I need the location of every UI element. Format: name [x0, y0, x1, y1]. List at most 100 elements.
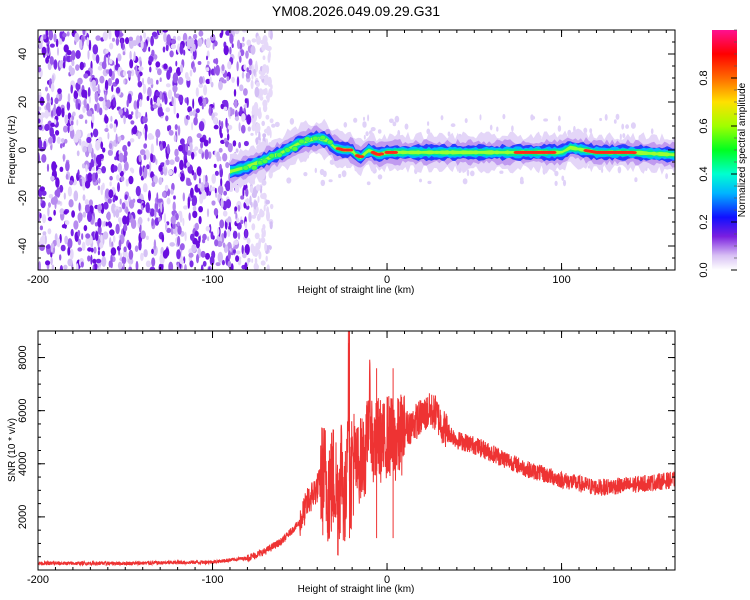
noise-blob: [128, 38, 134, 49]
noise-blob: [211, 173, 216, 184]
noise-blob: [254, 232, 260, 240]
noise-blob: [557, 125, 562, 132]
noise-blob: [187, 198, 190, 209]
noise-blob: [97, 225, 102, 235]
noise-blob: [249, 195, 252, 206]
noise-blob: [125, 206, 129, 214]
x-tick-label: -200: [27, 274, 49, 286]
noise-blob: [101, 250, 106, 257]
noise-blob: [558, 115, 561, 122]
signal-blob: [319, 135, 327, 141]
noise-blob: [64, 220, 70, 226]
noise-blob: [151, 257, 156, 267]
noise-blob: [195, 108, 200, 114]
noise-blob: [103, 201, 109, 210]
noise-blob: [214, 150, 217, 157]
noise-blob: [131, 168, 135, 174]
noise-blob: [102, 147, 106, 153]
noise-blob: [60, 143, 63, 149]
noise-blob: [43, 140, 47, 150]
noise-blob: [67, 186, 72, 197]
noise-blob: [227, 143, 233, 153]
noise-blob: [147, 76, 151, 85]
noise-blob: [92, 44, 99, 55]
noise-blob: [77, 247, 83, 252]
noise-blob: [231, 43, 234, 48]
noise-blob: [163, 213, 167, 223]
noise-blob: [241, 244, 244, 255]
noise-blob: [262, 99, 268, 108]
noise-blob: [67, 124, 70, 134]
noise-blob: [97, 204, 103, 211]
noise-blob: [186, 96, 189, 106]
noise-blob: [222, 79, 227, 84]
noise-blob: [129, 59, 134, 69]
noise-blob: [107, 198, 112, 204]
noise-blob: [114, 30, 120, 38]
noise-blob: [117, 182, 120, 193]
noise-blob: [104, 128, 109, 132]
signal-blob: [291, 146, 299, 152]
y-tick-label: 40: [17, 48, 29, 60]
noise-blob: [221, 30, 224, 36]
noise-blob: [237, 232, 241, 240]
noise-blob: [253, 246, 259, 258]
figure-title: YM08.2026.049.09.29.G31: [272, 3, 440, 19]
noise-blob: [238, 122, 241, 132]
noise-blob: [165, 115, 169, 122]
signal-blob: [268, 153, 276, 159]
noise-blob: [137, 209, 141, 215]
noise-blob: [81, 241, 86, 251]
noise-blob: [98, 177, 101, 184]
noise-blob: [130, 69, 135, 77]
noise-blob: [46, 163, 50, 172]
noise-blob: [177, 35, 181, 41]
noise-blob: [143, 32, 147, 39]
noise-blob: [235, 148, 239, 153]
noise-blob: [143, 249, 148, 258]
noise-blob: [63, 44, 69, 53]
noise-blob: [173, 134, 177, 142]
noise-blob: [148, 46, 151, 52]
noise-blob: [266, 45, 272, 52]
noise-blob: [183, 49, 186, 56]
noise-blob: [215, 262, 221, 267]
noise-blob: [236, 217, 240, 224]
noise-blob: [88, 39, 92, 51]
noise-blob: [619, 133, 622, 140]
noise-blob: [150, 171, 154, 178]
noise-blob: [314, 167, 317, 174]
noise-blob: [150, 152, 154, 163]
noise-blob: [250, 132, 254, 136]
noise-blob: [389, 118, 394, 124]
noise-blob: [67, 258, 73, 267]
y-tick-label: 6000: [17, 398, 29, 422]
noise-blob: [370, 127, 376, 132]
noise-blob: [166, 197, 171, 205]
noise-blob: [119, 219, 122, 227]
noise-blob: [122, 51, 126, 56]
signal-hot-spot: [551, 150, 557, 154]
noise-blob: [247, 126, 251, 132]
noise-blob: [47, 43, 50, 54]
noise-blob: [171, 210, 175, 216]
noise-blob: [205, 78, 211, 84]
noise-blob: [196, 254, 199, 264]
noise-blob: [255, 81, 260, 87]
noise-blob: [192, 43, 196, 52]
noise-blob: [102, 31, 109, 41]
noise-blob: [470, 170, 475, 177]
noise-blob: [191, 122, 194, 131]
noise-blob: [244, 98, 248, 104]
noise-blob: [213, 163, 217, 168]
noise-blob: [179, 173, 185, 182]
noise-blob: [63, 125, 68, 133]
noise-blob: [128, 213, 132, 220]
noise-blob: [268, 30, 271, 38]
noise-blob: [39, 212, 42, 219]
noise-blob: [186, 181, 192, 186]
noise-blob: [210, 186, 216, 192]
noise-blob: [377, 129, 382, 134]
noise-blob: [621, 123, 625, 130]
